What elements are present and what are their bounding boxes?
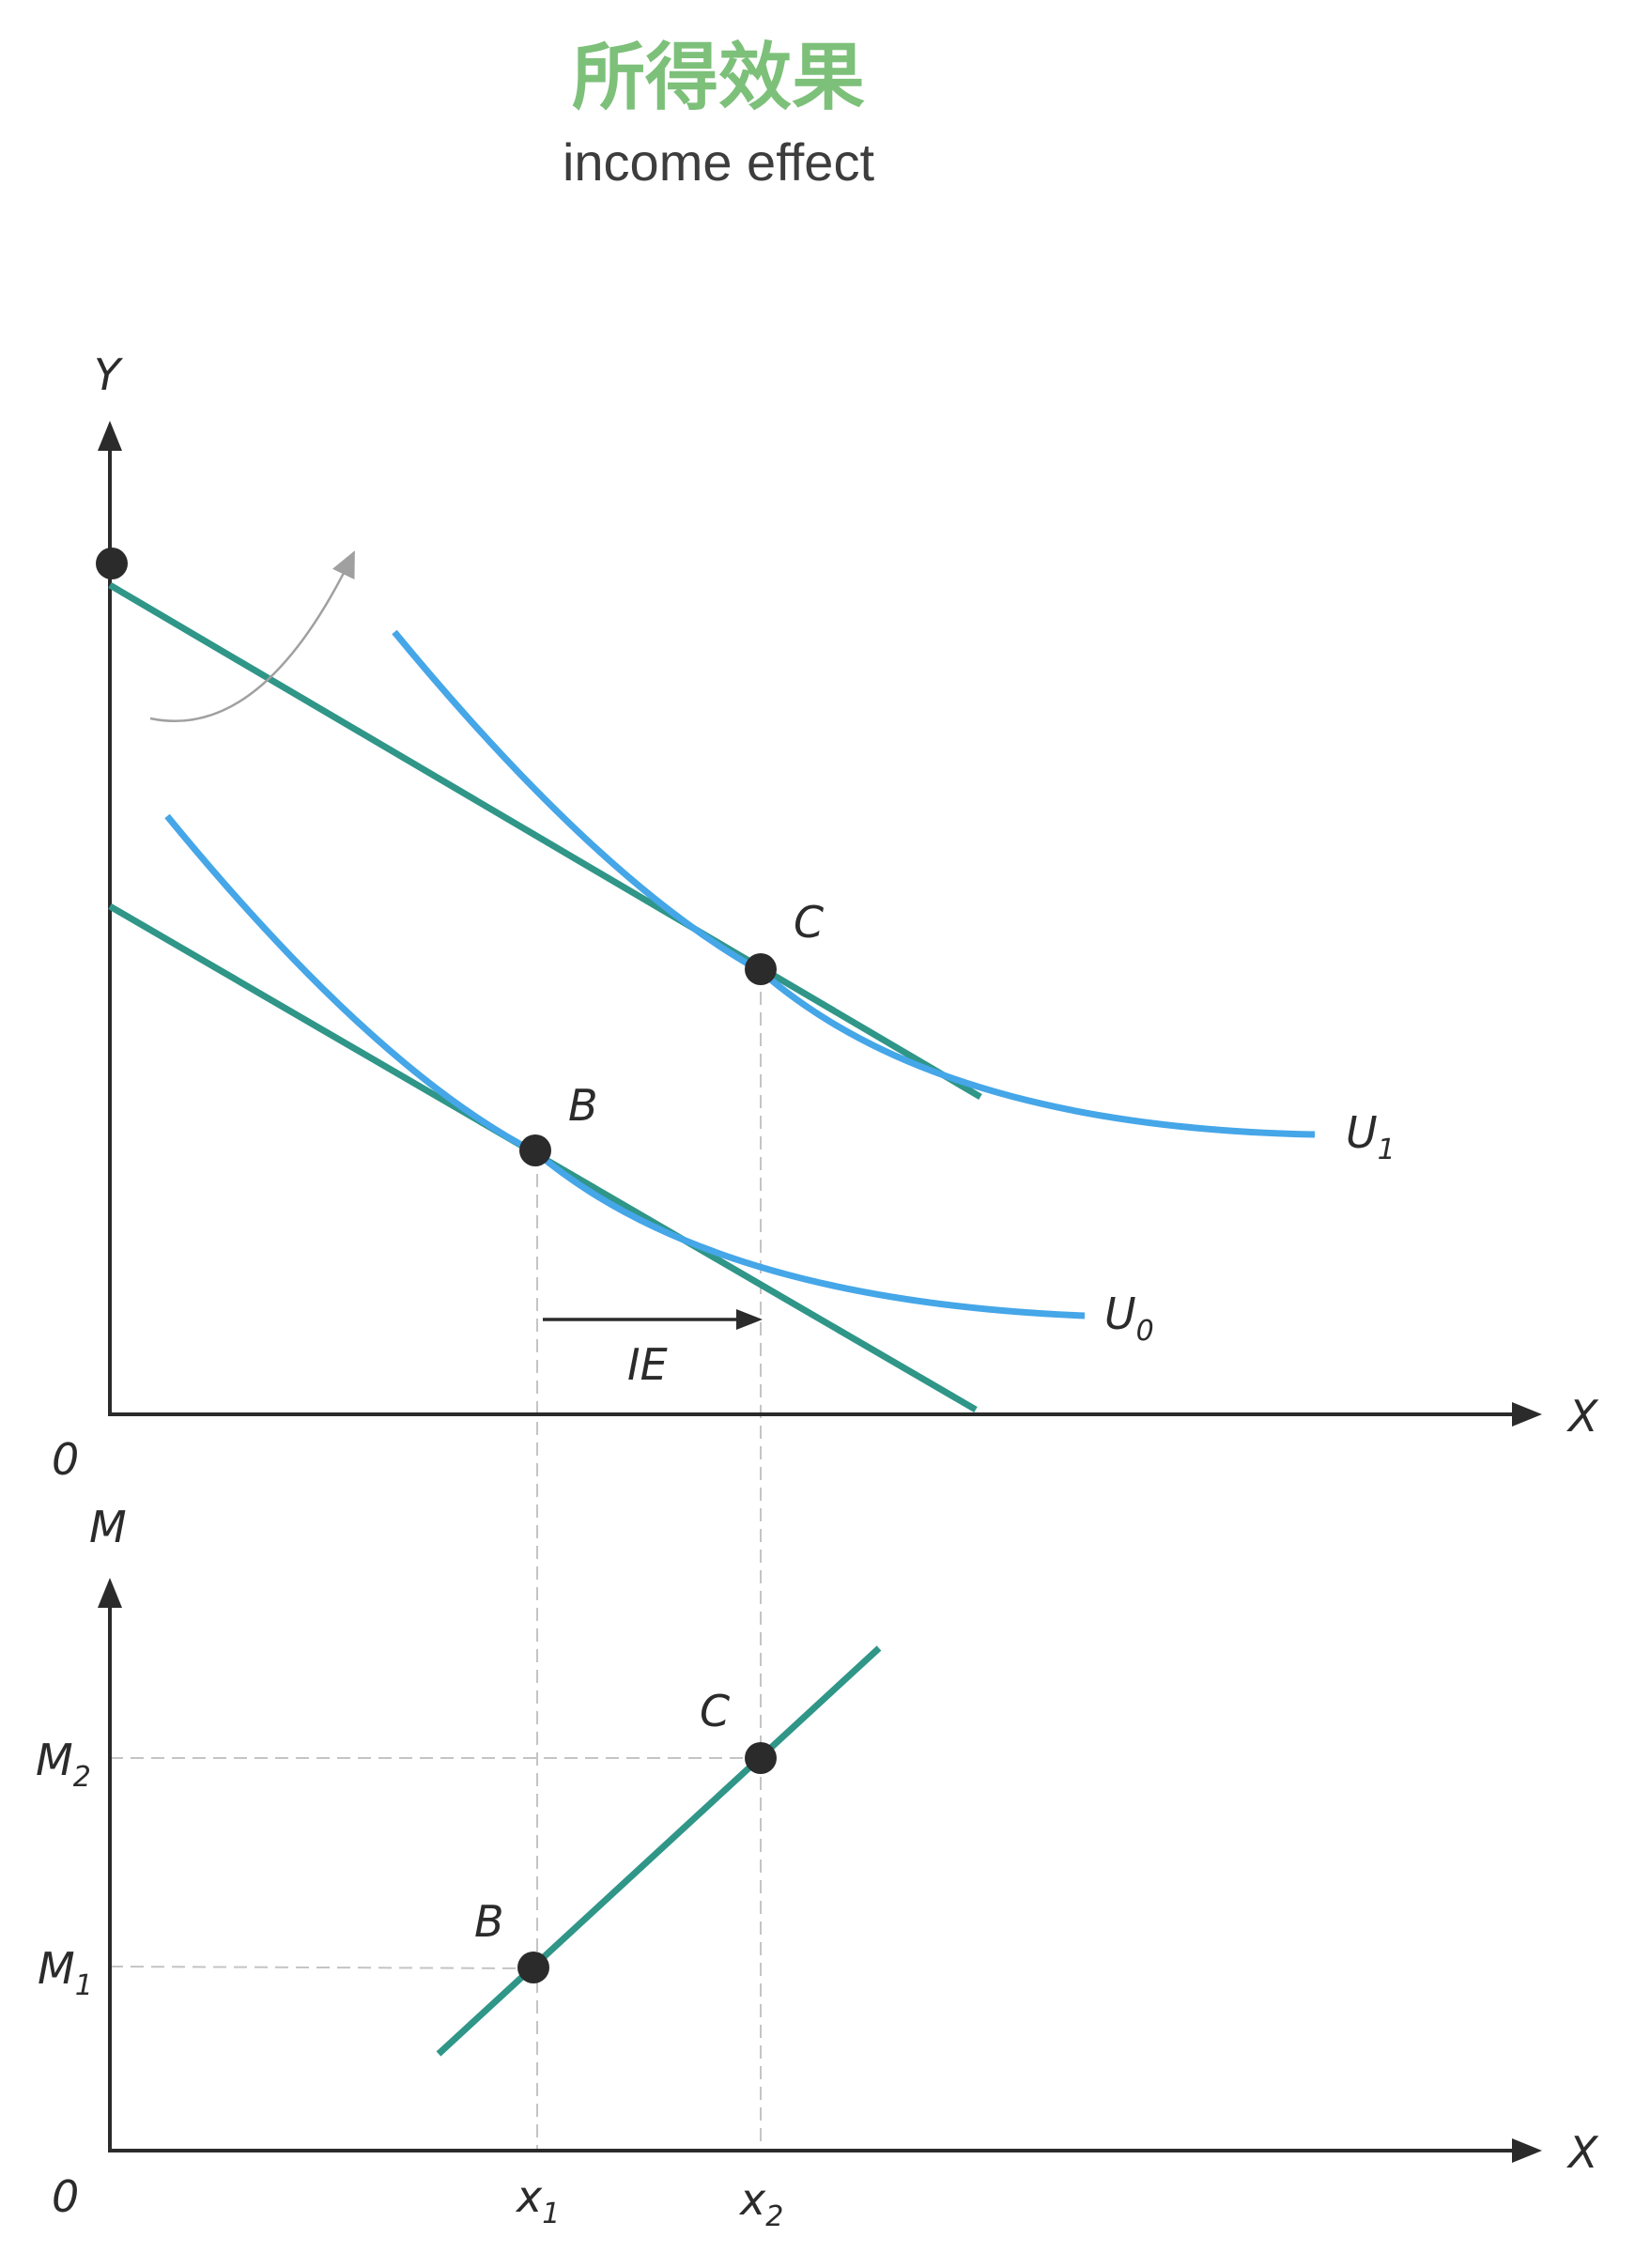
top-y-axis-label: Y: [94, 349, 124, 400]
bottom-y-axis-label: M: [89, 1502, 127, 1552]
bottom-origin-label: 0: [52, 2171, 79, 2222]
bottom-point-c: [745, 1742, 777, 1774]
indifference-curve-u1: [392, 629, 1316, 1138]
x1-tick-label: x1: [515, 2171, 560, 2230]
bottom-point-b-label: B: [474, 1896, 504, 1947]
budget-line-new: [108, 581, 982, 1101]
point-b-label: B: [568, 1080, 598, 1131]
m2-tick-label: M2: [36, 1735, 91, 1794]
top-origin-label: 0: [52, 1434, 79, 1485]
x2-tick-label: x2: [738, 2174, 783, 2233]
page-title: 所得效果: [571, 36, 865, 120]
point-c-label: C: [794, 897, 824, 948]
income-effect-arrowhead: [736, 1309, 763, 1330]
rotation-arrow: [149, 550, 356, 722]
page-subtitle: income effect: [562, 132, 875, 192]
top-y-axis-arrowhead: [98, 421, 122, 451]
top-x-axis-arrowhead: [1512, 1402, 1542, 1427]
top-x-axis-label: X: [1566, 1391, 1599, 1442]
point-c: [745, 953, 777, 985]
y-intercept-point: [96, 548, 128, 579]
income-consumption-line: [436, 1645, 882, 2057]
curve-u1-label: U1: [1346, 1107, 1396, 1166]
income-effect-label: IE: [627, 1339, 668, 1390]
point-b: [519, 1134, 551, 1166]
bottom-y-axis-arrowhead: [98, 1578, 122, 1608]
m1-tick-label: M1: [38, 1943, 93, 2002]
bottom-x-axis-arrowhead: [1512, 2138, 1542, 2163]
bottom-point-c-label: C: [700, 1686, 730, 1736]
curve-u0-label: U0: [1104, 1288, 1154, 1348]
bottom-x-axis-label: X: [1566, 2127, 1599, 2178]
bottom-point-b: [517, 1952, 549, 1983]
guide-m1-horizontal: [109, 1966, 534, 1969]
